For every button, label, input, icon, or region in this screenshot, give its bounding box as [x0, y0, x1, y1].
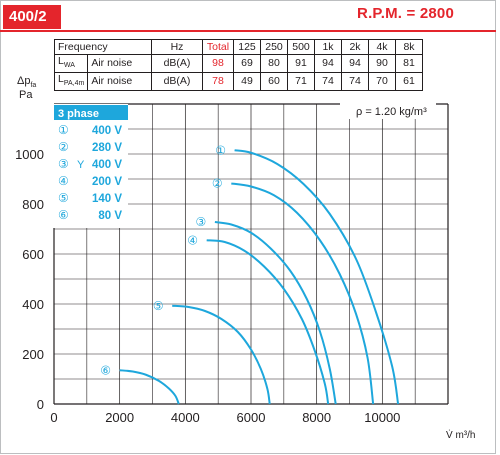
legend-marker: ②	[58, 140, 69, 154]
noise-table-row-lwa: LWA Air noise dB(A) 98 69 80 91 94 94 90…	[53, 53, 423, 74]
legend-voltage: 400 V	[92, 125, 122, 137]
legend-marker: ①	[58, 123, 69, 137]
curve-marker-4: ④	[187, 233, 198, 247]
curve-6	[119, 369, 180, 405]
x-tick-label: 4000	[171, 410, 200, 425]
x-axis-label: V̇ m³/h	[446, 428, 475, 441]
y-axis-label: Δpfa	[17, 75, 36, 89]
y-tick-label: 400	[22, 297, 44, 312]
legend-marker: ③	[58, 157, 69, 171]
row-unit: dB(A)	[151, 53, 203, 74]
curve-marker-6: ⑥	[100, 363, 111, 377]
legend-title-bg	[54, 105, 128, 120]
noise-table-row-lpa: LPA,4m Air noise dB(A) 78 49 60 71 74 74…	[53, 72, 423, 92]
legend-voltage: 200 V	[92, 176, 122, 188]
noise-table: Frequency Hz Total 125 250 500 1k 2k 4k …	[53, 39, 423, 92]
y-tick-label: 600	[22, 247, 44, 262]
header-cell-250: 250	[260, 39, 288, 55]
legend-title: 3 phase	[58, 108, 99, 120]
x-tick-label: 8000	[302, 410, 331, 425]
row-name: Air noise	[87, 72, 152, 92]
x-tick-label: 0	[50, 410, 57, 425]
legend: 3 phase ① 400 V ② 280 V ③ Y 400 V ④ 200 V ⑤ 140 V ⑥…	[53, 104, 128, 228]
legend-voltage: 140 V	[92, 193, 122, 205]
curve-marker-5: ⑤	[153, 299, 164, 313]
legend-voltage: 80 V	[98, 210, 122, 222]
row-value: 74	[314, 72, 342, 92]
legend-voltage: 400 V	[92, 159, 122, 171]
legend-bg	[53, 104, 128, 228]
x-tick-label: 10000	[364, 410, 400, 425]
curves	[119, 149, 400, 405]
row-value: 61	[395, 72, 423, 92]
legend-voltage: 280 V	[92, 142, 122, 154]
x-tick-label: 2000	[105, 410, 134, 425]
legend-marker: ⑥	[58, 208, 69, 222]
curve-4	[206, 239, 330, 405]
y-tick-label: 200	[22, 347, 44, 362]
curve-3	[214, 221, 337, 405]
y-tick-label: 800	[22, 197, 44, 212]
row-symbol: LPA,4m	[53, 72, 89, 92]
legend-marker: ⑤	[58, 191, 69, 205]
density-note-bg	[340, 103, 436, 119]
header-cell-frequency: Frequency	[54, 39, 152, 55]
y-axis-unit: Pa	[19, 89, 33, 101]
chart-ticks: 0 2000 4000 6000 8000 10000 0 200 400 600 800 1000	[15, 147, 400, 425]
y-tick-label: 1000	[15, 147, 44, 162]
curve-1	[234, 149, 400, 405]
y-tick-label: 0	[37, 397, 44, 412]
noise-table-header-row: Frequency Hz Total 125 250 500 1k 2k 4k …	[54, 39, 423, 55]
row-symbol: LWA	[53, 53, 89, 74]
rpm-label: R.P.M. = 2800	[357, 5, 454, 22]
curve-marker-1: ①	[215, 143, 226, 157]
curve-2	[231, 182, 375, 405]
x-tick-label: 6000	[237, 410, 266, 425]
curve-marker-2: ②	[212, 177, 223, 191]
curve-markers: ① ② ③ ④ ⑤ ⑥	[100, 143, 226, 377]
curve-marker-3: ③	[196, 215, 207, 229]
density-note: ρ = 1.20 kg/m³	[356, 106, 427, 118]
curve-5	[172, 304, 271, 405]
legend-star-mark: Y	[77, 159, 85, 171]
row-total: 78	[202, 72, 234, 92]
model-label: 400/2	[3, 5, 61, 29]
legend-marker: ④	[58, 174, 69, 188]
row-value: 70	[368, 72, 396, 92]
